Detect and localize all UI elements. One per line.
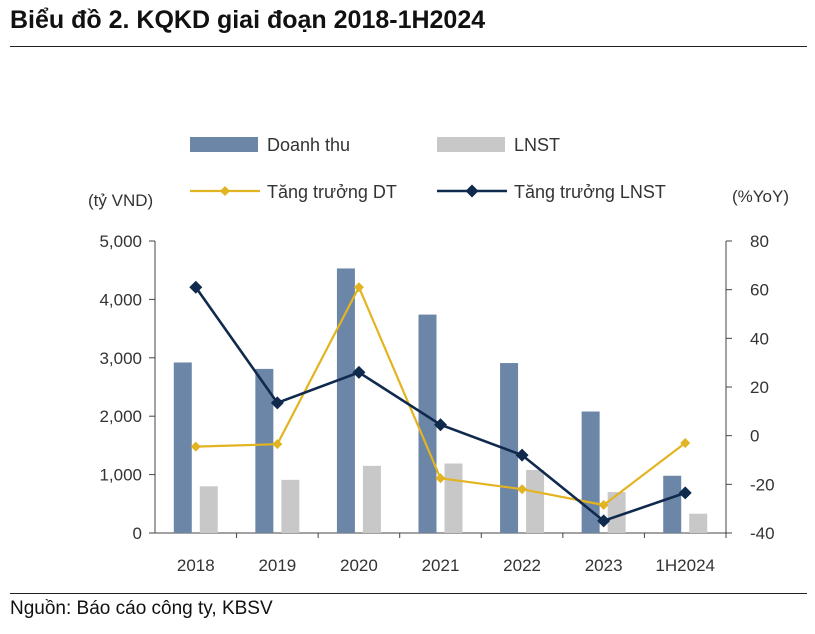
lines-layer: [189, 280, 692, 528]
bar-lnst: [689, 513, 708, 533]
line-point-marker: [353, 282, 364, 293]
left-tick-label: 2,000: [99, 407, 142, 426]
bar-lnst: [362, 465, 381, 533]
legend-label: Tăng trưởng LNST: [514, 182, 666, 202]
line-point-marker: [678, 486, 692, 500]
right-tick-label: 60: [750, 281, 769, 300]
x-tick-label: 2021: [422, 556, 460, 575]
left-tick-label: 3,000: [99, 349, 142, 368]
title-divider: [10, 46, 807, 47]
line-point-marker: [189, 280, 203, 294]
left-tick-label: 4,000: [99, 290, 142, 309]
line-point-marker: [435, 473, 446, 484]
bar-lnst: [607, 492, 626, 533]
x-tick-label: 2023: [585, 556, 623, 575]
bar-lnst: [199, 486, 218, 533]
line-point-marker: [270, 396, 284, 410]
right-axis-label: (%YoY): [732, 187, 789, 206]
kqkd-chart: 0 1,000 2,000 3,000 4,000 5,000 -40 -20 0 20 40 60 8…: [88, 135, 789, 575]
page-title: Biểu đồ 2. KQKD giai đoạn 2018-1H2024: [10, 6, 486, 34]
bar-doanh-thu: [500, 363, 519, 533]
x-tick-label: 2020: [340, 556, 378, 575]
right-tick-label: 80: [750, 232, 769, 251]
legend-marker: [465, 184, 479, 198]
line-point-marker: [517, 484, 528, 495]
source-divider: [10, 593, 807, 594]
legend-label: LNST: [514, 135, 560, 155]
bar-doanh-thu: [663, 475, 682, 533]
axes-layer: 0 1,000 2,000 3,000 4,000 5,000 -40 -20 0 20 40 60 8…: [99, 232, 774, 575]
line-point-marker: [352, 365, 366, 379]
legend-label: Tăng trưởng DT: [267, 182, 397, 202]
line-point-marker: [434, 418, 447, 432]
bar-doanh-thu: [336, 268, 355, 533]
bars-layer: [173, 268, 708, 533]
line-point-marker: [680, 437, 691, 448]
legend-swatch: [437, 137, 505, 152]
left-axis-label: (tỷ VND): [88, 191, 153, 210]
x-tick-label: 2022: [503, 556, 541, 575]
bar-lnst: [281, 479, 300, 533]
legend-label: Doanh thu: [267, 135, 350, 155]
line-point-marker: [598, 500, 609, 511]
right-tick-label: -40: [750, 524, 775, 543]
line-point-marker: [190, 441, 201, 452]
x-tick-label: 1H2024: [655, 556, 715, 575]
legend: Doanh thu LNST Tăng trưởng DT Tăng trưởng L…: [190, 135, 666, 202]
bar-doanh-thu: [173, 362, 192, 533]
x-tick-label: 2019: [258, 556, 296, 575]
right-tick-label: 20: [750, 378, 769, 397]
right-tick-label: 40: [750, 329, 769, 348]
line-point-marker: [515, 448, 529, 462]
left-tick-label: 0: [133, 524, 142, 543]
line-point-marker: [272, 439, 283, 450]
line-point-marker: [597, 514, 611, 528]
bar-doanh-thu: [255, 368, 274, 533]
bar-doanh-thu: [418, 314, 437, 533]
bar-lnst: [526, 469, 545, 533]
right-tick-label: -20: [750, 475, 775, 494]
source-note: Nguồn: Báo cáo công ty, KBSV: [10, 598, 273, 619]
legend-swatch: [190, 137, 258, 152]
x-tick-label: 2018: [177, 556, 215, 575]
left-tick-label: 5,000: [99, 232, 142, 251]
right-tick-label: 0: [750, 427, 759, 446]
left-tick-label: 1,000: [99, 466, 142, 485]
legend-marker: [220, 186, 230, 196]
bar-lnst: [444, 463, 463, 533]
